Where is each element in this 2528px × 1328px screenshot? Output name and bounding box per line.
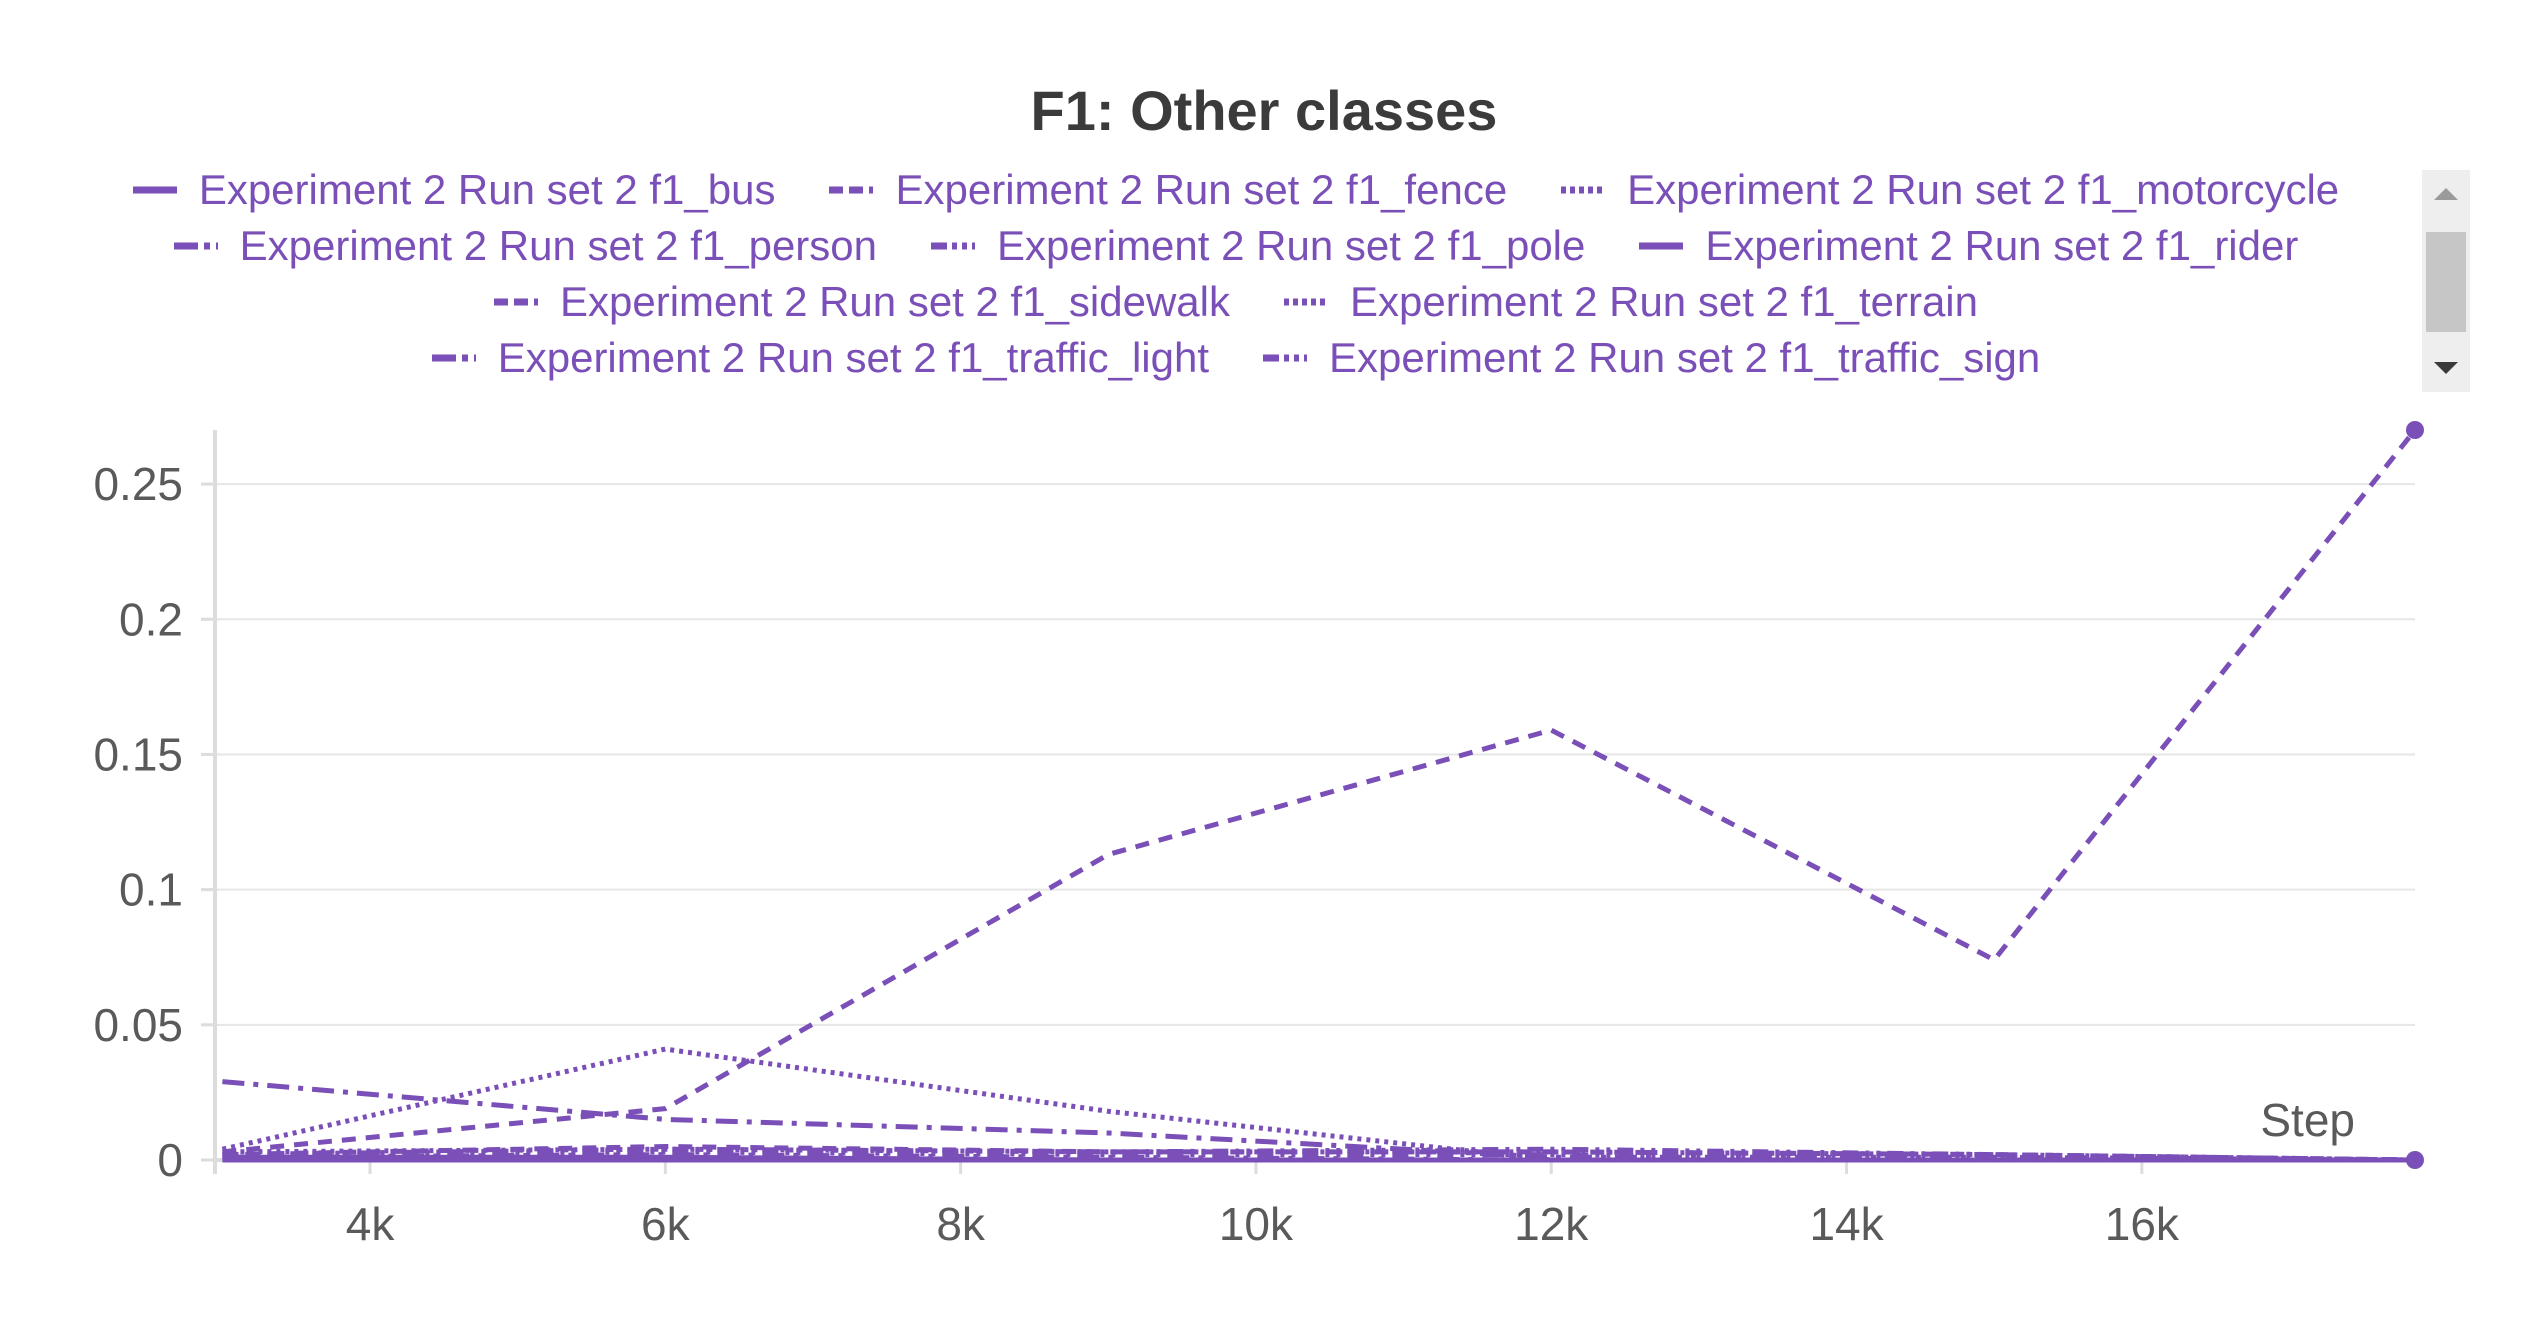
legend-item[interactable]: Experiment 2 Run set 2 f1_pole	[929, 222, 1585, 270]
legend-item[interactable]: Experiment 2 Run set 2 f1_motorcycle	[1559, 166, 2339, 214]
x-tick-label: 16k	[2105, 1198, 2180, 1250]
legend-item[interactable]: Experiment 2 Run set 2 f1_sidewalk	[492, 278, 1230, 326]
legend-swatch	[1639, 242, 1684, 250]
scroll-down-arrow-icon[interactable]	[2434, 362, 2458, 374]
x-tick-label: 8k	[936, 1198, 986, 1250]
legend-item[interactable]: Experiment 2 Run set 2 f1_bus	[131, 166, 776, 214]
legend-label: Experiment 2 Run set 2 f1_traffic_sign	[1329, 334, 2041, 381]
legend-label: Experiment 2 Run set 2 f1_person	[239, 222, 878, 269]
legend-item[interactable]: Experiment 2 Run set 2 f1_person	[172, 222, 877, 270]
legend-item[interactable]: Experiment 2 Run set 2 f1_fence	[827, 166, 1507, 214]
y-tick-label: 0.15	[93, 728, 183, 780]
scroll-thumb[interactable]	[2426, 232, 2466, 332]
y-tick-label: 0.1	[119, 864, 183, 916]
legend-item[interactable]: Experiment 2 Run set 2 f1_traffic_light	[430, 334, 1209, 382]
legend-swatch	[1561, 186, 1606, 194]
legend: Experiment 2 Run set 2 f1_bus Experiment…	[40, 162, 2430, 392]
x-tick-label: 6k	[641, 1198, 691, 1250]
legend-row: Experiment 2 Run set 2 f1_person Experim…	[40, 218, 2430, 274]
series-line	[222, 428, 2417, 1155]
y-tick-label: 0	[157, 1134, 183, 1186]
legend-row: Experiment 2 Run set 2 f1_bus Experiment…	[40, 162, 2430, 218]
series-line	[221, 1046, 2415, 1163]
legend-item[interactable]: Experiment 2 Run set 2 f1_traffic_sign	[1261, 334, 2040, 382]
legend-label: Experiment 2 Run set 2 f1_traffic_light	[497, 334, 1209, 381]
x-axis-label: Step	[2260, 1094, 2355, 1146]
legend-swatch	[1284, 298, 1328, 306]
legend-label: Experiment 2 Run set 2 f1_fence	[895, 166, 1508, 213]
legend-swatch	[132, 186, 177, 194]
legend-row: Experiment 2 Run set 2 f1_traffic_light …	[40, 330, 2430, 386]
chart-title: F1: Other classes	[1030, 79, 1498, 142]
legend-label: Experiment 2 Run set 2 f1_bus	[198, 166, 776, 213]
legend-label: Experiment 2 Run set 2 f1_sidewalk	[559, 278, 1230, 325]
series-end-point	[2406, 1151, 2424, 1169]
legend-row: Experiment 2 Run set 2 f1_sidewalk Exper…	[40, 274, 2430, 330]
legend-item[interactable]: Experiment 2 Run set 2 f1_terrain	[1282, 278, 1978, 326]
legend-label: Experiment 2 Run set 2 f1_rider	[1705, 222, 2299, 269]
legend-swatch	[431, 354, 476, 362]
y-tick-label: 0.2	[119, 593, 183, 645]
legend-scrollbar[interactable]	[2422, 170, 2470, 392]
legend-swatch	[931, 242, 976, 250]
legend-swatch	[829, 186, 874, 194]
legend-swatch	[1263, 354, 1307, 362]
legend-label: Experiment 2 Run set 2 f1_terrain	[1350, 278, 1978, 325]
x-tick-label: 10k	[1219, 1198, 1294, 1250]
series-line	[222, 1152, 2415, 1163]
legend-swatch	[173, 242, 218, 250]
y-tick-label: 0.05	[93, 999, 183, 1051]
series-end-point	[2406, 421, 2424, 439]
series-line	[222, 1149, 2416, 1163]
legend-label: Experiment 2 Run set 2 f1_motorcycle	[1627, 166, 2340, 213]
series-line	[222, 1079, 2416, 1163]
x-tick-label: 4k	[346, 1198, 396, 1250]
legend-swatch	[493, 298, 538, 306]
x-tick-label: 14k	[1809, 1198, 1884, 1250]
scroll-up-arrow-icon[interactable]	[2434, 188, 2458, 200]
y-tick-label: 0.25	[93, 458, 183, 510]
series-line	[222, 1146, 2416, 1163]
x-tick-label: 12k	[1514, 1198, 1589, 1250]
legend-label: Experiment 2 Run set 2 f1_pole	[997, 222, 1586, 269]
legend-item[interactable]: Experiment 2 Run set 2 f1_rider	[1637, 222, 2298, 270]
